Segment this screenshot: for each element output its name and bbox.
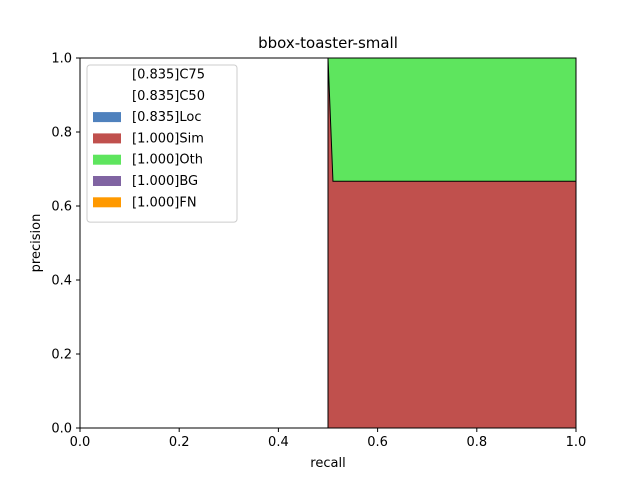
legend-swatch	[93, 154, 121, 165]
legend-frame	[86, 64, 238, 223]
legend-label: [1.000]Sim	[132, 131, 204, 146]
legend-swatch	[93, 90, 121, 101]
legend-label: [0.835]Loc	[132, 110, 201, 125]
x-tick-label: 0.2	[169, 435, 190, 450]
legend: [0.835]C75 [0.835]C50 [0.835]Loc [1.000]Sim…	[86, 64, 238, 223]
legend-swatch	[93, 112, 121, 123]
y-axis-label: precision	[29, 214, 44, 273]
x-tick-label: 0.6	[367, 435, 388, 450]
y-tick-label: 0.4	[51, 274, 72, 289]
legend-swatch	[93, 176, 121, 186]
legend-swatch	[93, 69, 121, 80]
series-fill-4	[80, 58, 576, 182]
y-tick-label: 0.8	[51, 126, 72, 141]
legend-swatch	[93, 197, 121, 208]
y-tick-label: 1.0	[51, 52, 72, 67]
x-tick-label: 0.8	[466, 435, 487, 450]
legend-label: [0.835]C50	[132, 89, 205, 104]
x-tick-label: 0.0	[70, 435, 91, 450]
x-tick-label: 1.0	[566, 435, 587, 450]
x-axis-label: recall	[310, 456, 345, 471]
y-axis: 0.0 0.2 0.4 0.6 0.8 1.0	[51, 52, 80, 437]
y-tick-label: 0.2	[51, 348, 72, 363]
plot-frame	[79, 57, 577, 429]
y-tick-label: 0.6	[51, 200, 72, 215]
chart-title: bbox-toaster-small	[258, 34, 398, 52]
legend-label: [0.835]C75	[132, 68, 205, 83]
legend-label: [1.000]BG	[132, 174, 198, 189]
legend-label: [1.000]FN	[132, 195, 197, 210]
x-tick-label: 0.4	[268, 435, 289, 450]
legend-label: [1.000]Oth	[132, 153, 203, 168]
legend-swatch	[93, 133, 121, 144]
y-tick-label: 0.0	[51, 422, 72, 437]
x-axis: 0.0 0.2 0.4 0.6 0.8 1.0	[70, 428, 587, 450]
